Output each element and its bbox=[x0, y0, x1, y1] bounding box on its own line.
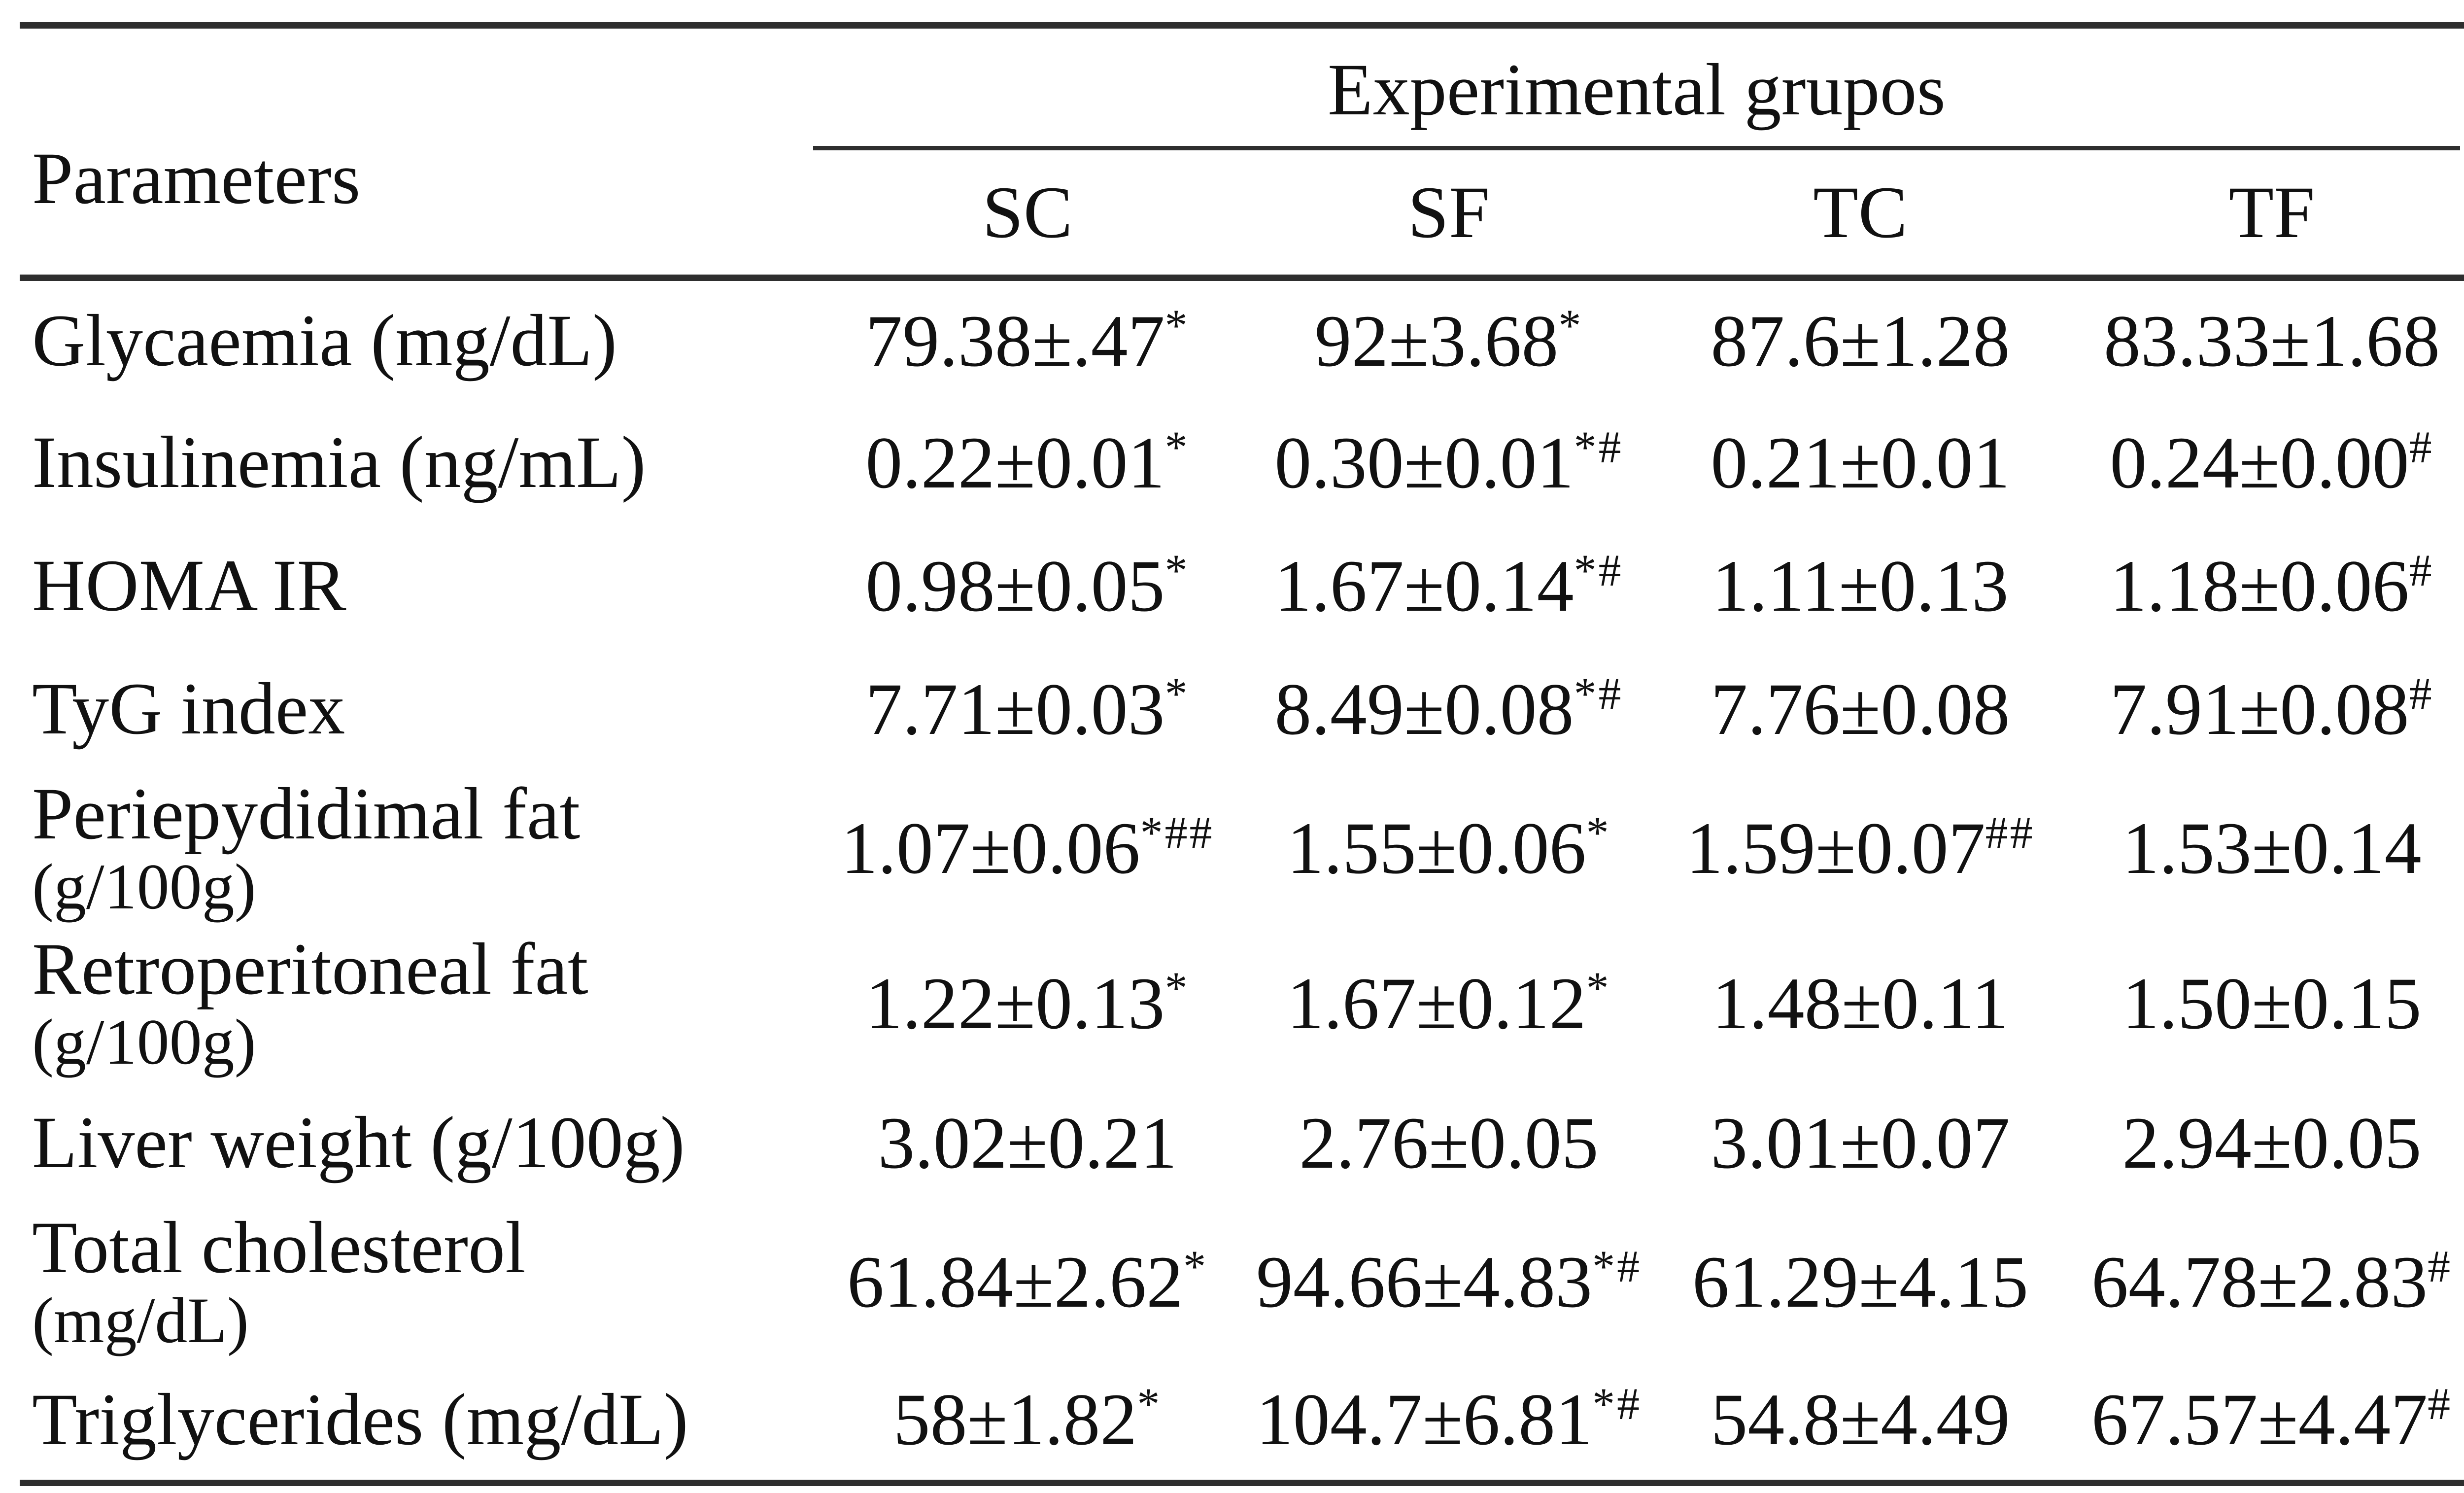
significance-marker: * bbox=[1558, 300, 1583, 350]
significance-marker: *## bbox=[1140, 807, 1214, 858]
row-label: Retroperitoneal fat (g/100g) bbox=[32, 928, 588, 1078]
experimental-groups-header: Experimental grupos bbox=[813, 26, 2464, 150]
subheader-sf: SF bbox=[1242, 150, 1656, 281]
table-row: Periepydidimal fat (g/100g) 1.07±0.06*## 1.… bbox=[20, 771, 2464, 926]
value-cell: 1.67±0.14*# bbox=[1274, 545, 1623, 627]
significance-marker: # bbox=[2409, 668, 2434, 719]
value-cell: 3.02±0.21 bbox=[878, 1102, 1177, 1184]
row-label: Glycaemia (mg/dL) bbox=[32, 300, 617, 382]
value-cell: 64.78±2.83# bbox=[2091, 1241, 2453, 1323]
value-cell: 79.38±.47* bbox=[865, 300, 1190, 382]
value-cell: 83.33±1.68 bbox=[2103, 300, 2440, 382]
significance-marker: ## bbox=[1985, 807, 2035, 858]
table-body: Glycaemia (mg/dL) 79.38±.47* 92±3.68* 87.6±… bbox=[20, 278, 2464, 1483]
experimental-groups-label: Experimental grupos bbox=[1328, 49, 1946, 131]
significance-marker: # bbox=[2409, 421, 2434, 472]
value-cell: 0.22±0.01* bbox=[865, 421, 1190, 504]
value-cell: 67.57±4.47# bbox=[2091, 1379, 2453, 1461]
row-label: TyG index bbox=[32, 667, 345, 750]
significance-marker: * bbox=[1164, 300, 1190, 350]
value-cell: 2.76±0.05 bbox=[1299, 1102, 1599, 1184]
value-cell: 0.24±0.00# bbox=[2110, 421, 2434, 504]
value-cell: 1.55±0.06* bbox=[1287, 807, 1611, 889]
significance-marker: # bbox=[2409, 545, 2434, 595]
table-row: Retroperitoneal fat (g/100g) 1.22±0.13* 1.6… bbox=[20, 926, 2464, 1081]
value-cell: 104.7±6.81*# bbox=[1256, 1379, 1642, 1461]
table-row: Insulinemia (ng/mL) 0.22±0.01* 0.30±0.01*#… bbox=[20, 401, 2464, 524]
value-cell: 1.07±0.06*## bbox=[841, 807, 1214, 889]
value-cell: 8.49±0.08*# bbox=[1274, 668, 1623, 750]
value-cell: 54.8±4.49 bbox=[1711, 1379, 2010, 1461]
significance-marker: *# bbox=[1574, 545, 1623, 595]
value-cell: 0.21±0.01 bbox=[1711, 421, 2010, 504]
value-cell: 61.29±4.15 bbox=[1692, 1241, 2029, 1323]
table-row: TyG index 7.71±0.03* 8.49±0.08*# 7.76±0.08 7… bbox=[20, 648, 2464, 771]
parameters-header-label: Parameters bbox=[32, 138, 361, 219]
value-cell: 1.50±0.15 bbox=[2122, 963, 2422, 1044]
results-table: Parameters Experimental grupos P-value S… bbox=[20, 22, 2464, 1486]
row-label: Liver weight (g/100g) bbox=[32, 1101, 685, 1183]
value-cell: 0.30±0.01*# bbox=[1274, 421, 1623, 504]
value-cell: 1.59±0.07## bbox=[1686, 807, 2035, 889]
significance-marker: * bbox=[1164, 668, 1190, 719]
row-label: Insulinemia (ng/mL) bbox=[32, 421, 646, 503]
significance-marker: * bbox=[1586, 963, 1611, 1013]
value-cell: 58±1.82* bbox=[893, 1379, 1162, 1461]
table-row: HOMA IR 0.98±0.05* 1.67±0.14*# 1.11±0.13 1.1… bbox=[20, 524, 2464, 648]
value-cell: 61.84±2.62* bbox=[847, 1241, 1208, 1323]
parameters-header: Parameters bbox=[20, 25, 813, 281]
table-row: Total cholesterol (mg/dL) 61.84±2.62* 94.66… bbox=[20, 1205, 2464, 1360]
row-label: HOMA IR bbox=[32, 544, 346, 626]
value-cell: 1.11±0.13 bbox=[1712, 545, 2009, 627]
row-label: Total cholesterol (mg/dL) bbox=[32, 1206, 526, 1357]
value-cell: 1.48±0.11 bbox=[1712, 963, 2009, 1044]
significance-marker: * bbox=[1164, 421, 1190, 472]
subheader-sc: SC bbox=[813, 150, 1242, 281]
significance-marker: * bbox=[1183, 1241, 1208, 1291]
table-row: Triglycerides (mg/dL) 58±1.82* 104.7±6.81*… bbox=[20, 1360, 2464, 1483]
significance-marker: # bbox=[2428, 1241, 2453, 1291]
table-row: Liver weight (g/100g) 3.02±0.21 2.76±0.05 3… bbox=[20, 1081, 2464, 1205]
value-cell: 3.01±0.07 bbox=[1711, 1102, 2010, 1184]
significance-marker: *# bbox=[1592, 1379, 1642, 1429]
value-cell: 7.91±0.08# bbox=[2110, 668, 2434, 750]
value-cell: 1.18±0.06# bbox=[2110, 545, 2434, 627]
significance-marker: * bbox=[1164, 963, 1190, 1013]
significance-marker: *# bbox=[1574, 421, 1623, 472]
subheader-tf: TF bbox=[2065, 150, 2464, 281]
value-cell: 2.94±0.05 bbox=[2122, 1102, 2422, 1184]
value-cell: 7.76±0.08 bbox=[1711, 668, 2010, 750]
value-cell: 87.6±1.28 bbox=[1711, 300, 2010, 382]
subheader-tc: TC bbox=[1656, 150, 2065, 281]
value-cell: 1.67±0.12* bbox=[1287, 963, 1611, 1044]
row-label: Triglycerides (mg/dL) bbox=[32, 1378, 688, 1460]
subheader-row: SC SF TC TF F T I bbox=[20, 150, 2464, 281]
significance-marker: # bbox=[2428, 1379, 2453, 1429]
value-cell: 0.98±0.05* bbox=[865, 545, 1190, 627]
table-row: Glycaemia (mg/dL) 79.38±.47* 92±3.68* 87.6±… bbox=[20, 278, 2464, 401]
row-label: Periepydidimal fat (g/100g) bbox=[32, 772, 581, 923]
significance-marker: *# bbox=[1592, 1241, 1642, 1291]
value-cell: 94.66±4.83*# bbox=[1256, 1241, 1642, 1323]
group-header-row: Parameters Experimental grupos P-value bbox=[20, 25, 2464, 281]
significance-marker: *# bbox=[1574, 668, 1623, 719]
significance-marker: * bbox=[1586, 807, 1611, 858]
significance-marker: * bbox=[1137, 1379, 1162, 1429]
value-cell: 1.22±0.13* bbox=[865, 963, 1190, 1044]
significance-marker: * bbox=[1164, 545, 1190, 595]
value-cell: 92±3.68* bbox=[1314, 300, 1583, 382]
value-cell: 7.71±0.03* bbox=[865, 668, 1190, 750]
value-cell: 1.53±0.14 bbox=[2122, 807, 2422, 889]
experimental-groups-rule: Experimental grupos bbox=[813, 29, 2461, 150]
